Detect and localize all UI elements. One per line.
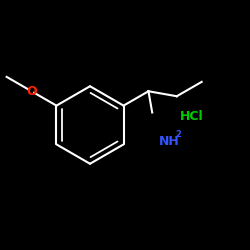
Text: NH: NH (159, 135, 180, 148)
Text: O: O (26, 85, 37, 98)
Text: HCl: HCl (180, 110, 204, 123)
Text: 2: 2 (176, 130, 182, 139)
